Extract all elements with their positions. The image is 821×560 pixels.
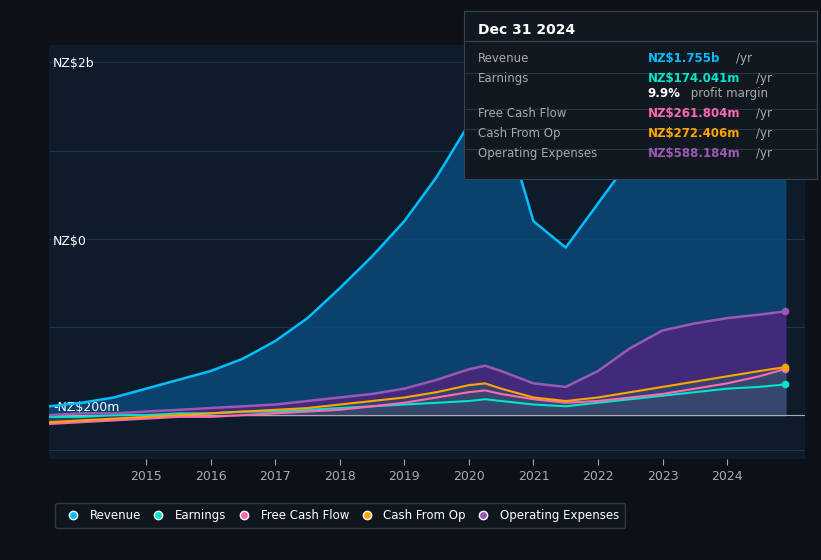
Text: Cash From Op: Cash From Op [478,127,561,141]
Text: /yr: /yr [736,52,752,65]
Text: 9.9%: 9.9% [648,87,681,100]
Point [778,365,791,374]
Point [778,307,791,316]
Text: NZ$1.755b: NZ$1.755b [648,52,720,65]
Text: NZ$174.041m: NZ$174.041m [648,72,740,85]
Legend: Revenue, Earnings, Free Cash Flow, Cash From Op, Operating Expenses: Revenue, Earnings, Free Cash Flow, Cash … [55,503,625,528]
Text: Dec 31 2024: Dec 31 2024 [478,23,576,37]
Text: profit margin: profit margin [687,87,768,100]
Text: NZ$2b: NZ$2b [53,57,94,70]
Text: /yr: /yr [756,147,773,161]
Text: /yr: /yr [756,107,773,120]
Text: Operating Expenses: Operating Expenses [478,147,597,161]
Text: Free Cash Flow: Free Cash Flow [478,107,566,120]
Point [778,363,791,372]
Text: /yr: /yr [756,72,773,85]
Text: NZ$261.804m: NZ$261.804m [648,107,740,120]
Text: NZ$0: NZ$0 [53,235,87,248]
Text: NZ$588.184m: NZ$588.184m [648,147,741,161]
Point [778,380,791,389]
Text: NZ$272.406m: NZ$272.406m [648,127,740,141]
Point [778,101,791,110]
Text: Revenue: Revenue [478,52,530,65]
Text: -NZ$200m: -NZ$200m [53,401,119,414]
Text: /yr: /yr [756,127,773,141]
Text: Earnings: Earnings [478,72,530,85]
